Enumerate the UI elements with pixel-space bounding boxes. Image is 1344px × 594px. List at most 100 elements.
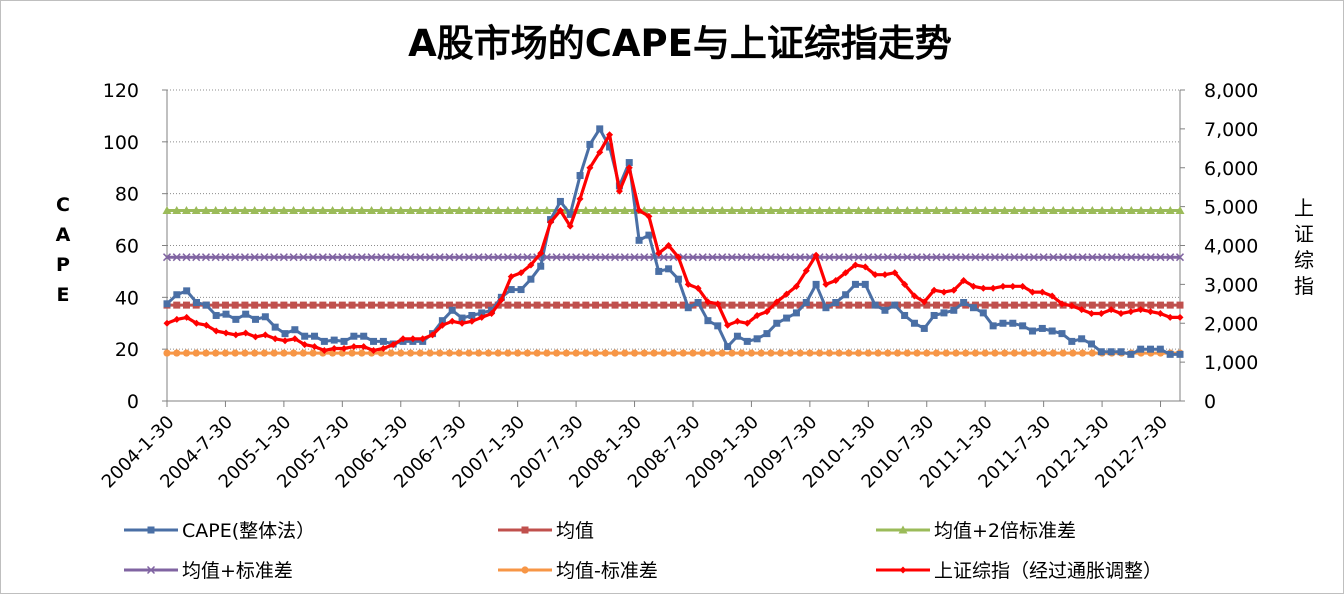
data-point bbox=[1108, 301, 1116, 309]
data-point bbox=[280, 349, 288, 357]
data-point bbox=[665, 242, 673, 249]
data-point bbox=[871, 301, 879, 309]
data-point bbox=[903, 301, 911, 309]
data-point bbox=[337, 206, 347, 215]
data-point bbox=[547, 218, 555, 226]
data-point bbox=[370, 337, 378, 345]
data-point bbox=[1098, 301, 1106, 309]
data-point bbox=[191, 206, 201, 215]
data-point bbox=[425, 206, 435, 215]
data-point bbox=[991, 301, 999, 309]
data-point bbox=[1001, 301, 1009, 309]
data-point bbox=[981, 349, 989, 357]
data-point bbox=[301, 341, 309, 349]
data-point bbox=[202, 349, 210, 357]
data-point bbox=[507, 273, 515, 281]
data-point bbox=[1000, 206, 1010, 215]
data-point bbox=[753, 335, 761, 343]
data-point bbox=[242, 310, 250, 318]
data-point bbox=[455, 253, 464, 262]
data-point bbox=[182, 349, 191, 357]
data-point bbox=[1068, 302, 1076, 310]
data-point bbox=[615, 187, 623, 195]
data-point bbox=[1030, 349, 1038, 357]
data-point bbox=[281, 330, 289, 338]
left-tick-label: 120 bbox=[103, 80, 139, 102]
data-point bbox=[922, 253, 931, 262]
data-point bbox=[952, 349, 960, 357]
data-point bbox=[806, 349, 814, 357]
data-point bbox=[631, 301, 639, 309]
data-point bbox=[669, 206, 678, 215]
data-point bbox=[1157, 301, 1165, 309]
data-point bbox=[289, 206, 299, 215]
data-point bbox=[1030, 301, 1038, 309]
data-point bbox=[679, 349, 687, 357]
data-point bbox=[1176, 313, 1184, 321]
data-point bbox=[1078, 206, 1088, 215]
data-point bbox=[684, 280, 692, 288]
data-point bbox=[1019, 282, 1027, 290]
data-point bbox=[776, 206, 786, 215]
data-point bbox=[289, 253, 298, 262]
data-point bbox=[251, 349, 259, 357]
data-point bbox=[747, 301, 755, 309]
data-point bbox=[552, 253, 561, 262]
data-point bbox=[704, 317, 712, 325]
data-point bbox=[979, 284, 987, 292]
data-point bbox=[746, 206, 756, 215]
data-point bbox=[883, 206, 893, 215]
data-point bbox=[717, 206, 727, 215]
data-point bbox=[572, 301, 580, 309]
data-point bbox=[162, 206, 172, 215]
data-point bbox=[969, 304, 977, 312]
data-point bbox=[785, 206, 795, 215]
data-point bbox=[912, 253, 922, 262]
data-point bbox=[523, 349, 531, 357]
data-point bbox=[640, 349, 648, 357]
data-point bbox=[368, 301, 376, 309]
data-point bbox=[517, 286, 525, 294]
data-point bbox=[406, 349, 415, 357]
data-point bbox=[426, 349, 434, 357]
data-point bbox=[1049, 301, 1057, 309]
right-axis-label-char: 上 bbox=[1294, 196, 1314, 220]
data-point bbox=[566, 210, 574, 218]
data-point bbox=[514, 349, 522, 357]
data-point bbox=[458, 319, 466, 327]
data-point bbox=[1038, 324, 1046, 332]
data-point bbox=[173, 349, 181, 357]
data-point bbox=[851, 280, 859, 288]
data-point bbox=[269, 206, 279, 215]
data-point bbox=[816, 301, 824, 309]
data-point bbox=[1165, 206, 1175, 215]
data-point bbox=[415, 206, 425, 215]
data-point bbox=[1146, 345, 1154, 353]
right-tick-label: 5,000 bbox=[1204, 197, 1258, 219]
legend-item: 均值+标准差 bbox=[124, 560, 293, 582]
data-point bbox=[318, 206, 328, 215]
data-point bbox=[1156, 253, 1165, 262]
data-point bbox=[773, 298, 781, 306]
data-point bbox=[376, 206, 386, 215]
data-point bbox=[969, 282, 977, 290]
data-point bbox=[1127, 308, 1135, 316]
data-point bbox=[1069, 349, 1077, 357]
data-point bbox=[1136, 206, 1146, 215]
data-point bbox=[261, 313, 269, 321]
data-point bbox=[660, 301, 668, 309]
data-point bbox=[844, 206, 854, 215]
chart-title: A股市场的CAPE与上证综指走势 bbox=[408, 22, 952, 65]
data-point bbox=[581, 206, 591, 215]
data-point bbox=[231, 301, 239, 309]
data-point bbox=[270, 301, 278, 309]
data-point bbox=[708, 253, 717, 262]
data-point bbox=[845, 301, 853, 309]
data-point bbox=[183, 313, 191, 321]
data-point bbox=[513, 206, 523, 215]
data-point bbox=[990, 206, 1000, 215]
data-point bbox=[426, 301, 434, 309]
data-point bbox=[942, 253, 951, 262]
data-point bbox=[212, 301, 220, 309]
data-point bbox=[407, 301, 415, 309]
